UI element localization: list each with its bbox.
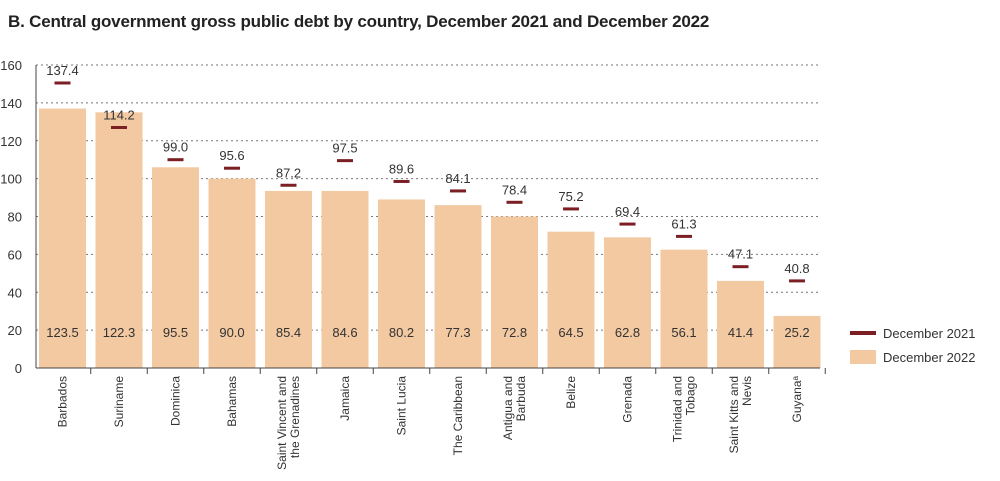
y-tick-label: 80: [8, 210, 22, 225]
y-tick-label: 0: [15, 361, 22, 376]
bar-december-2022: [39, 108, 86, 369]
bar-december-2022: [773, 315, 821, 368]
marker-value-label: 89.6: [389, 161, 414, 176]
bar-value-label: 80.2: [389, 325, 414, 340]
category-label: Saint Lucia: [395, 376, 409, 436]
marker-december-2021: [563, 207, 579, 211]
category-label: Barbados: [56, 376, 70, 427]
bar-december-2022: [491, 216, 538, 368]
bar-december-2022: [717, 280, 764, 368]
marker-value-label: 40.8: [784, 261, 809, 276]
category-label: Saint Vincent and: [275, 376, 289, 470]
legend-label-december-2021: December 2021: [883, 326, 976, 341]
category-label: Antigua and: [501, 376, 515, 440]
bar-value-label: 90.0: [219, 325, 244, 340]
marker-december-2021: [337, 159, 353, 163]
category-label: The Caribbean: [451, 376, 465, 455]
marker-value-label: 95.6: [219, 148, 244, 163]
category-label: Guyanaᵃ: [790, 375, 804, 422]
legend-swatch-december-2022: [850, 350, 876, 364]
marker-value-label: 87.2: [276, 165, 301, 180]
marker-december-2021: [393, 179, 410, 183]
bar-december-2022: [434, 205, 482, 368]
marker-value-label: 69.4: [615, 204, 640, 219]
marker-december-2021: [111, 125, 127, 129]
y-tick-label: 40: [8, 285, 22, 300]
bar-value-label: 62.8: [615, 325, 640, 340]
category-label: Nevis: [740, 376, 754, 406]
category-label: Jamaica: [338, 376, 352, 421]
marker-value-label: 97.5: [332, 141, 357, 156]
marker-december-2021: [224, 166, 240, 170]
category-label: Saint Kitts and: [727, 376, 741, 453]
bar-december-2022: [152, 167, 199, 368]
category-label: Dominica: [169, 376, 183, 426]
marker-value-label: 137.4: [46, 63, 79, 78]
category-label: Grenada: [621, 376, 635, 423]
bar-value-label: 41.4: [728, 325, 753, 340]
y-tick-label: 140: [0, 96, 22, 111]
marker-december-2021: [450, 189, 466, 193]
bar-value-label: 85.4: [276, 325, 301, 340]
category-label: Trinidad and: [671, 376, 685, 442]
marker-december-2021: [280, 183, 297, 187]
bar-december-2022: [660, 249, 708, 368]
marker-value-label: 84.1: [445, 171, 470, 186]
bar-value-label: 84.6: [332, 325, 357, 340]
bar-value-label: 56.1: [671, 325, 696, 340]
chart-title: B. Central government gross public debt …: [8, 12, 710, 31]
y-tick-label: 120: [0, 134, 22, 149]
y-tick-label: 60: [8, 247, 22, 262]
bar-value-label: 72.8: [502, 325, 527, 340]
marker-december-2021: [676, 234, 692, 238]
bar-value-label: 25.2: [784, 325, 809, 340]
marker-value-label: 78.4: [502, 182, 527, 197]
marker-december-2021: [167, 158, 184, 162]
bar-value-label: 77.3: [445, 325, 470, 340]
marker-december-2021: [619, 222, 636, 226]
bar-value-label: 64.5: [558, 325, 583, 340]
marker-value-label: 99.0: [163, 140, 188, 155]
marker-value-label: 61.3: [671, 216, 696, 231]
category-label: Belize: [564, 376, 578, 409]
legend-swatch-december-2021: [850, 331, 876, 335]
bar-december-2022: [208, 178, 256, 368]
bar-december-2022: [265, 190, 312, 368]
legend-label-december-2022: December 2022: [883, 350, 976, 365]
bar-december-2022: [95, 112, 143, 368]
marker-value-label: 114.2: [103, 107, 135, 122]
category-label: the Grenadines: [288, 376, 302, 458]
bar-december-2022: [378, 199, 425, 368]
y-tick-label: 160: [0, 58, 22, 73]
marker-december-2021: [506, 200, 523, 204]
bar-value-label: 95.5: [163, 325, 188, 340]
y-tick-label: 20: [8, 323, 22, 338]
marker-december-2021: [54, 81, 71, 85]
bar-value-label: 122.3: [103, 325, 136, 340]
category-label: Barbuda: [514, 376, 528, 422]
marker-december-2021: [732, 265, 749, 269]
marker-value-label: 75.2: [558, 189, 583, 204]
bar-december-2022: [604, 237, 651, 368]
bar-december-2022: [321, 190, 369, 368]
marker-december-2021: [789, 279, 805, 283]
y-tick-label: 100: [0, 172, 22, 187]
category-label: Tobago: [684, 376, 698, 416]
bar-december-2022: [547, 231, 595, 368]
bar-value-label: 123.5: [46, 325, 79, 340]
category-label: Suriname: [112, 376, 126, 428]
category-label: Bahamas: [225, 376, 239, 427]
marker-value-label: 47.1: [728, 247, 753, 262]
